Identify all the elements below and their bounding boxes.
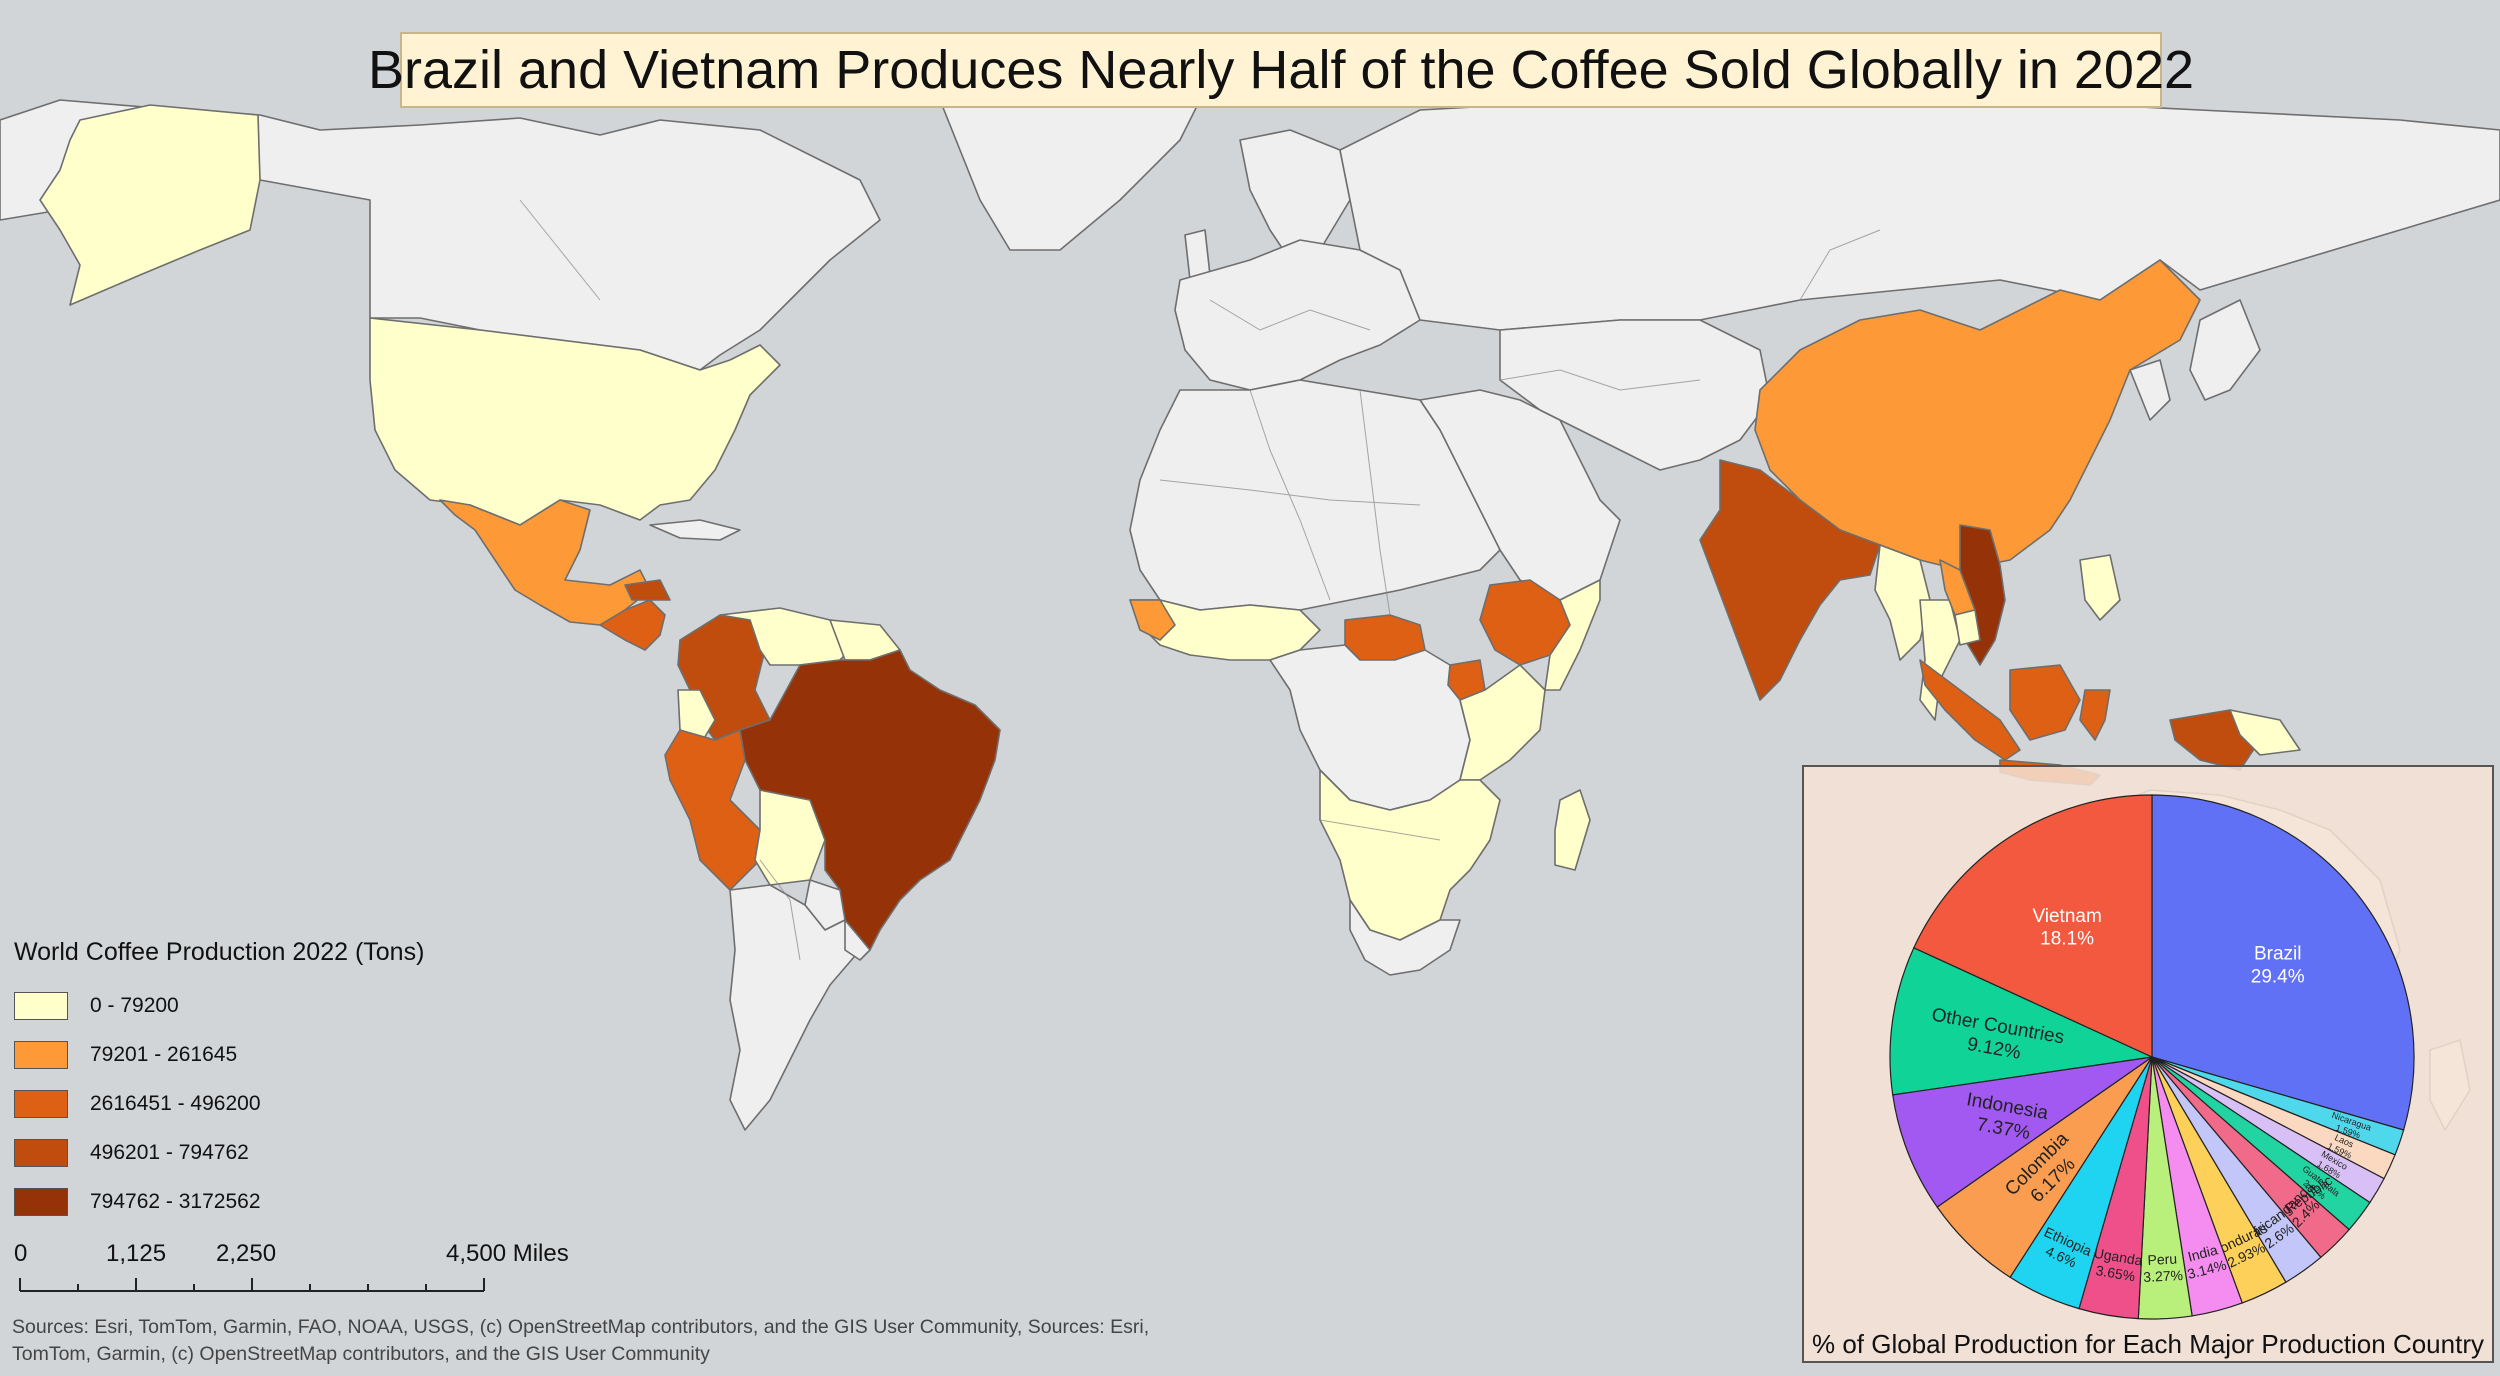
land-southern-cone (729, 884, 861, 1131)
slice-name: India (2186, 1241, 2220, 1264)
land-uruguay (844, 919, 871, 961)
pie-slice (2151, 794, 2415, 1131)
legend-item: 0 - 79200 (14, 981, 534, 1030)
map-title-box: Brazil and Vietnam Produces Nearly Half … (368, 32, 2194, 108)
legend-item: 79201 - 261645 (14, 1030, 534, 1079)
land-central-asia (1499, 319, 1771, 471)
legend-swatch (14, 991, 68, 1020)
land-east-africa (1459, 664, 1546, 781)
land-guinea (1129, 599, 1176, 641)
land-png (2229, 709, 2301, 756)
land-central-america (599, 599, 666, 651)
land-south-africa (1349, 899, 1461, 976)
chart-title: % of Global Production for Each Major Pr… (1811, 1329, 2484, 1359)
pie-chart-inset: Brazil 29.4% Nicaragua 1.59% Laos 1.59% Mexico… (1802, 765, 2494, 1363)
legend-swatch (14, 1138, 68, 1167)
scale-label: 4,500 Miles (446, 1240, 569, 1267)
slice-value: 29.4% (2251, 967, 2305, 988)
land-philippines (2079, 554, 2121, 621)
scale-bar: 0 1,125 2,250 4,500 Miles (14, 1240, 574, 1300)
pie-slice (1913, 794, 2153, 1058)
slice-value: 3.65% (2095, 1262, 2137, 1284)
legend-swatch (14, 1187, 68, 1216)
land-usa (369, 317, 781, 526)
legend-swatch (14, 1040, 68, 1069)
slice-name: Brazil (2254, 944, 2302, 965)
legend-item: 496201 - 794762 (14, 1128, 534, 1177)
pie-slice (1892, 1056, 2153, 1208)
land-sulawesi (2079, 689, 2111, 741)
land-borneo (2009, 664, 2081, 741)
sources-attribution: Sources: Esri, TomTom, Garmin, FAO, NOAA… (12, 1316, 1150, 1365)
slice-name: Peru (2147, 1250, 2177, 1267)
land-brazil (739, 649, 1001, 951)
legend-label: 2616451 - 496200 (90, 1091, 261, 1115)
land-india (1699, 459, 1881, 701)
legend: World Coffee Production 2022 (Tons) 0 - … (14, 938, 534, 1226)
land-madagascar (1554, 789, 1591, 871)
land-north-africa (1129, 379, 1501, 611)
scale-label: 1,125 (106, 1240, 167, 1267)
scale-label: 2,250 (216, 1240, 277, 1267)
legend-item: 2616451 - 496200 (14, 1079, 534, 1128)
land-myanmar (1874, 544, 1931, 661)
legend-title: World Coffee Production 2022 (Tons) (14, 938, 425, 966)
slice-value: 3.27% (2143, 1267, 2183, 1285)
legend-swatch (14, 1089, 68, 1118)
scale-label: 0 (14, 1240, 28, 1267)
pie-slice (1889, 947, 2155, 1096)
land-southern-africa (1319, 769, 1501, 941)
legend-label: 79201 - 261645 (90, 1042, 238, 1066)
legend-item: 794762 - 3172562 (14, 1177, 534, 1226)
land-honduras (624, 579, 671, 601)
scale-bar-ruler (19, 1278, 485, 1292)
legend-label: 496201 - 794762 (90, 1140, 249, 1164)
legend-label: 0 - 79200 (90, 993, 179, 1017)
pie-chart: Brazil29.4%Nicaragua1.59%Laos1.59%Mexico… (1889, 794, 2415, 1320)
land-cuba (649, 519, 741, 541)
slice-name: Vietnam (2032, 906, 2101, 927)
land-alaska (39, 104, 261, 306)
slice-value: 18.1% (2040, 929, 2094, 950)
legend-label: 794762 - 3172562 (90, 1189, 261, 1213)
land-somalia (1544, 579, 1601, 691)
land-korea-japan (2129, 299, 2261, 421)
map-title: Brazil and Vietnam Produces Nearly Half … (367, 40, 2195, 100)
land-cambodia (1954, 609, 1981, 646)
